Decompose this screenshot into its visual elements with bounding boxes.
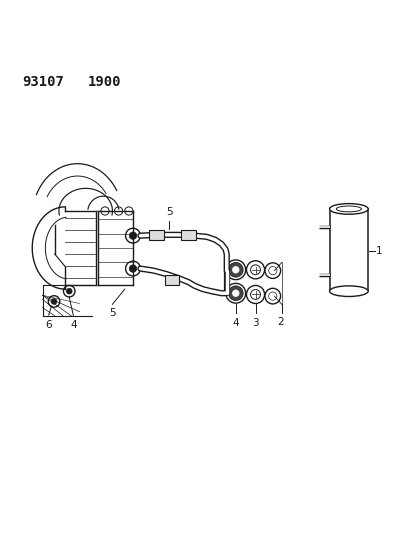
Circle shape <box>66 288 72 294</box>
Circle shape <box>246 285 264 303</box>
Circle shape <box>129 232 136 239</box>
Circle shape <box>125 261 140 276</box>
Circle shape <box>63 285 75 297</box>
Text: 2: 2 <box>277 317 284 327</box>
Ellipse shape <box>329 286 367 296</box>
Text: 93107: 93107 <box>22 75 64 90</box>
Circle shape <box>125 228 140 243</box>
Polygon shape <box>180 230 195 240</box>
Circle shape <box>268 266 276 274</box>
Polygon shape <box>164 275 179 285</box>
Circle shape <box>48 296 59 307</box>
Text: 1: 1 <box>375 246 381 256</box>
Circle shape <box>225 260 245 280</box>
Text: 5: 5 <box>109 308 116 318</box>
Circle shape <box>228 286 242 301</box>
Ellipse shape <box>329 204 367 214</box>
Text: 1900: 1900 <box>88 75 121 90</box>
Circle shape <box>232 266 238 273</box>
Circle shape <box>129 265 136 272</box>
Circle shape <box>228 262 242 277</box>
Polygon shape <box>149 230 164 240</box>
Text: 6: 6 <box>45 320 52 330</box>
Text: 4: 4 <box>70 320 76 330</box>
Circle shape <box>225 284 245 303</box>
Text: 4: 4 <box>232 318 239 328</box>
Circle shape <box>246 261 264 279</box>
Text: 3: 3 <box>252 318 258 328</box>
Circle shape <box>51 298 57 304</box>
Text: 5: 5 <box>166 207 172 217</box>
Circle shape <box>232 290 238 296</box>
Circle shape <box>264 263 280 278</box>
Circle shape <box>264 288 280 304</box>
Circle shape <box>268 292 276 300</box>
